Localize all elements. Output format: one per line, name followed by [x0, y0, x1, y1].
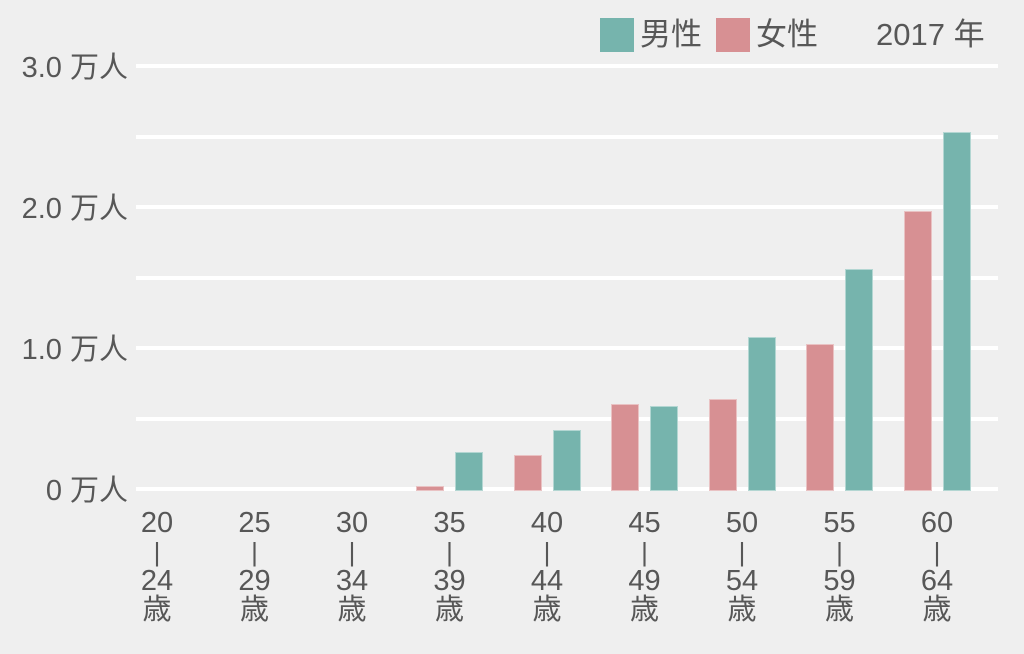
x-label-line: |: [153, 537, 161, 567]
bar-女性-40-44: [513, 455, 542, 491]
x-label-line: 44: [530, 565, 564, 597]
y-axis-label-2: 2.0 万人: [21, 193, 128, 225]
x-axis-label-50-54: 50 | 54 歳: [693, 509, 791, 625]
y-axis-label-0: 0 万人: [45, 475, 128, 507]
gridline-2.0: [136, 205, 998, 209]
x-axis-label-40-44: 40 | 44 歳: [498, 509, 596, 625]
x-label-line: |: [641, 537, 648, 567]
x-label-line: 24: [140, 565, 174, 597]
gridline-0.5: [136, 416, 998, 421]
x-label-line: 30: [335, 507, 369, 539]
x-axis-label-35-39: 35 | 39 歳: [401, 509, 499, 625]
x-label-line: |: [348, 537, 356, 567]
x-axis-label-45-49: 45 | 49 歳: [596, 509, 694, 625]
bar-男性-55-59: [845, 269, 873, 491]
x-label-line: 60: [920, 507, 954, 539]
x-label-line: 歳: [142, 594, 172, 626]
x-label-line: |: [836, 537, 843, 567]
x-label-line: 歳: [532, 594, 562, 626]
x-label-line: 54: [725, 565, 759, 597]
bar-男性-40-44: [552, 429, 581, 491]
bar-女性-45-49: [611, 404, 639, 491]
x-label-line: 34: [335, 565, 369, 597]
legend-label-男性: 男性: [640, 17, 702, 52]
legend-swatch-男性: [600, 18, 634, 52]
x-axis-label-55-59: 55 | 59 歳: [791, 509, 889, 625]
bar-男性-35-39: [455, 452, 483, 491]
bar-女性-50-54: [708, 398, 737, 491]
x-label-line: 歳: [922, 594, 952, 626]
plot-area: [136, 64, 998, 491]
x-label-line: 20: [140, 507, 174, 539]
x-axis-label-60-64: 60 | 64 歳: [888, 509, 986, 625]
legend-swatch-女性: [716, 18, 750, 52]
x-axis-label-20-24: 20 | 24 歳: [108, 509, 206, 625]
x-axis-label-25-29: 25 | 29 歳: [206, 509, 304, 625]
x-label-line: 50: [725, 507, 759, 539]
gridline-1.5: [136, 275, 998, 280]
x-label-line: 49: [628, 565, 661, 597]
x-label-line: |: [446, 537, 453, 567]
x-label-line: 歳: [629, 594, 659, 626]
gridline-3.0: [136, 64, 998, 68]
legend: 男性 女性 2017 年: [600, 16, 985, 54]
x-label-line: 歳: [337, 594, 367, 626]
gridline-1.0: [136, 346, 998, 350]
legend-items: 男性 女性: [600, 16, 832, 54]
x-label-line: |: [543, 537, 551, 567]
bar-男性-45-49: [650, 405, 678, 491]
bar-男性-50-54: [747, 336, 776, 491]
x-label-line: 29: [238, 565, 271, 597]
x-axis-label-30-34: 30 | 34 歳: [303, 509, 401, 625]
x-label-line: 59: [823, 565, 856, 597]
y-axis-label-1: 1.0 万人: [21, 334, 128, 366]
x-label-line: 歳: [824, 594, 854, 626]
x-label-line: 40: [530, 507, 564, 539]
bar-女性-60-64: [903, 211, 932, 491]
x-label-line: |: [738, 537, 746, 567]
x-label-line: |: [251, 537, 258, 567]
x-label-line: 64: [920, 565, 954, 597]
y-axis-label-3: 3.0 万人: [21, 52, 128, 84]
x-label-line: 歳: [434, 594, 464, 626]
x-label-line: 55: [823, 507, 856, 539]
bar-女性-35-39: [416, 486, 444, 491]
x-label-line: |: [933, 537, 941, 567]
bar-男性-60-64: [942, 132, 971, 491]
legend-year-label: 2017 年: [876, 17, 985, 52]
x-label-line: 歳: [727, 594, 757, 626]
bar-女性-55-59: [806, 343, 834, 491]
x-label-line: 25: [238, 507, 271, 539]
gridline-2.5: [136, 134, 998, 139]
x-label-line: 歳: [239, 594, 269, 626]
x-label-line: 39: [433, 565, 466, 597]
x-label-line: 45: [628, 507, 661, 539]
x-label-line: 35: [433, 507, 466, 539]
legend-label-女性: 女性: [756, 17, 818, 52]
